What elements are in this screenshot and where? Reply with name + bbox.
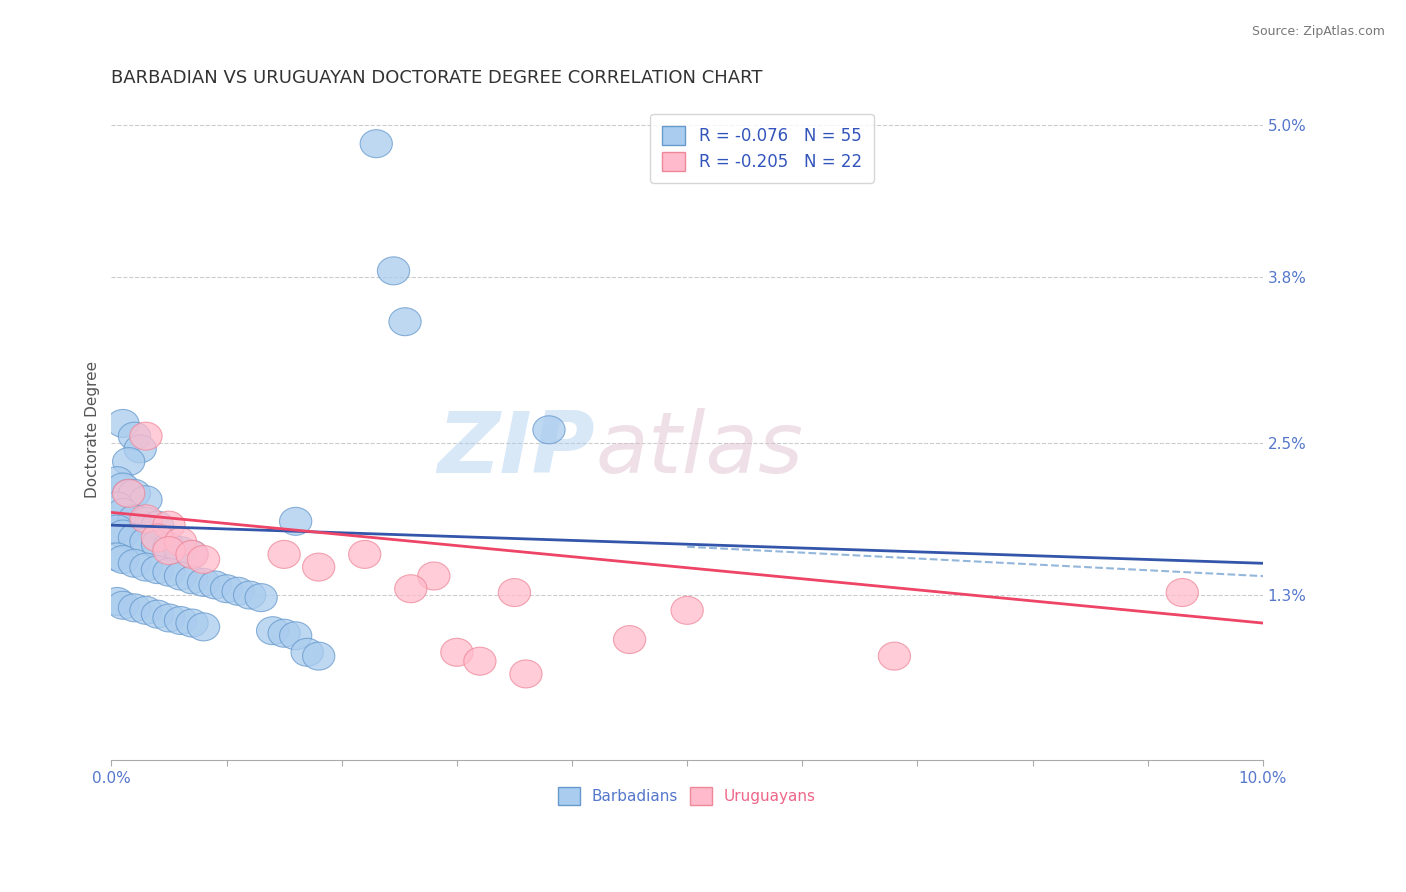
Ellipse shape xyxy=(165,537,197,565)
Ellipse shape xyxy=(118,524,150,552)
Ellipse shape xyxy=(118,505,150,533)
Ellipse shape xyxy=(302,553,335,581)
Ellipse shape xyxy=(153,533,186,561)
Ellipse shape xyxy=(198,571,231,599)
Ellipse shape xyxy=(187,546,219,574)
Ellipse shape xyxy=(671,597,703,624)
Ellipse shape xyxy=(129,597,162,624)
Ellipse shape xyxy=(613,625,645,654)
Ellipse shape xyxy=(107,473,139,501)
Ellipse shape xyxy=(153,537,186,565)
Ellipse shape xyxy=(269,541,301,568)
Ellipse shape xyxy=(256,616,288,645)
Ellipse shape xyxy=(464,648,496,675)
Ellipse shape xyxy=(129,508,162,535)
Ellipse shape xyxy=(153,511,186,539)
Ellipse shape xyxy=(1166,579,1198,607)
Ellipse shape xyxy=(533,416,565,444)
Ellipse shape xyxy=(395,574,427,603)
Ellipse shape xyxy=(118,479,150,508)
Ellipse shape xyxy=(176,541,208,568)
Ellipse shape xyxy=(418,562,450,590)
Ellipse shape xyxy=(129,486,162,514)
Ellipse shape xyxy=(124,435,156,463)
Ellipse shape xyxy=(360,129,392,158)
Ellipse shape xyxy=(112,479,145,508)
Ellipse shape xyxy=(118,549,150,577)
Ellipse shape xyxy=(176,566,208,594)
Ellipse shape xyxy=(153,558,186,586)
Text: Source: ZipAtlas.com: Source: ZipAtlas.com xyxy=(1251,25,1385,38)
Ellipse shape xyxy=(107,546,139,574)
Ellipse shape xyxy=(176,609,208,637)
Ellipse shape xyxy=(107,409,139,437)
Text: BARBADIAN VS URUGUAYAN DOCTORATE DEGREE CORRELATION CHART: BARBADIAN VS URUGUAYAN DOCTORATE DEGREE … xyxy=(111,69,763,87)
Ellipse shape xyxy=(107,520,139,548)
Ellipse shape xyxy=(211,574,243,603)
Ellipse shape xyxy=(112,479,145,508)
Text: atlas: atlas xyxy=(595,409,803,491)
Ellipse shape xyxy=(129,422,162,450)
Ellipse shape xyxy=(187,568,219,597)
Ellipse shape xyxy=(142,530,173,558)
Y-axis label: Doctorate Degree: Doctorate Degree xyxy=(86,361,100,499)
Ellipse shape xyxy=(118,594,150,622)
Ellipse shape xyxy=(112,448,145,475)
Ellipse shape xyxy=(498,579,530,607)
Ellipse shape xyxy=(165,562,197,590)
Ellipse shape xyxy=(165,607,197,634)
Ellipse shape xyxy=(222,577,254,606)
Ellipse shape xyxy=(101,588,134,615)
Ellipse shape xyxy=(142,524,173,552)
Ellipse shape xyxy=(291,639,323,666)
Ellipse shape xyxy=(245,583,277,612)
Ellipse shape xyxy=(142,600,173,628)
Ellipse shape xyxy=(233,581,266,609)
Ellipse shape xyxy=(107,499,139,526)
Ellipse shape xyxy=(280,622,312,649)
Ellipse shape xyxy=(349,541,381,568)
Ellipse shape xyxy=(187,613,219,640)
Ellipse shape xyxy=(377,257,409,285)
Ellipse shape xyxy=(176,541,208,568)
Ellipse shape xyxy=(142,556,173,583)
Ellipse shape xyxy=(440,639,472,666)
Ellipse shape xyxy=(302,642,335,670)
Ellipse shape xyxy=(879,642,911,670)
Ellipse shape xyxy=(101,467,134,495)
Ellipse shape xyxy=(101,515,134,543)
Ellipse shape xyxy=(107,591,139,619)
Ellipse shape xyxy=(118,422,150,450)
Ellipse shape xyxy=(510,660,543,688)
Ellipse shape xyxy=(129,528,162,556)
Text: ZIP: ZIP xyxy=(437,409,595,491)
Ellipse shape xyxy=(153,604,186,632)
Ellipse shape xyxy=(129,505,162,533)
Ellipse shape xyxy=(165,528,197,556)
Ellipse shape xyxy=(129,553,162,581)
Ellipse shape xyxy=(389,308,422,335)
Ellipse shape xyxy=(101,492,134,520)
Legend: Barbadians, Uruguayans: Barbadians, Uruguayans xyxy=(551,780,824,813)
Ellipse shape xyxy=(142,511,173,539)
Ellipse shape xyxy=(280,508,312,535)
Ellipse shape xyxy=(101,543,134,571)
Ellipse shape xyxy=(269,619,301,648)
